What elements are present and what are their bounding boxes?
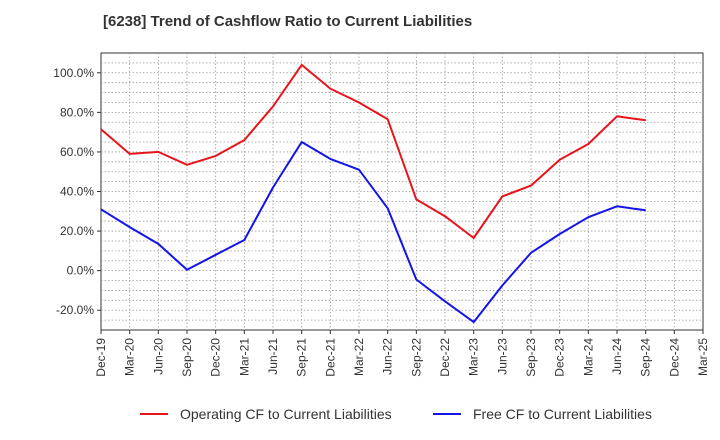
y-tick-label: 100.0% [53, 66, 94, 80]
x-tick-label: Mar-23 [467, 338, 481, 376]
free-cf-line [100, 141, 646, 324]
x-tick-label: Dec-24 [667, 338, 681, 377]
x-tick-label: Jun-22 [381, 338, 395, 375]
x-tick-label: Sep-22 [409, 338, 423, 377]
series-layer [100, 63, 646, 324]
x-tick-label: Sep-24 [639, 338, 653, 377]
x-tick-label: Jun-24 [610, 338, 624, 375]
x-tick-label: Mar-22 [352, 338, 366, 376]
y-tick-label: 0.0% [67, 264, 95, 278]
y-tick-label: 60.0% [60, 145, 94, 159]
grid-lines [101, 53, 703, 330]
axes: Dec-19 Mar-20 Jun-20 Sep-20 Dec-20 Mar-21 Jun-… [53, 66, 710, 377]
y-tick-label: 80.0% [60, 105, 94, 119]
x-tick-label: Dec-21 [323, 338, 337, 377]
y-tick-label: 40.0% [60, 185, 94, 199]
legend: Operating CF to Current Liabilities Free … [140, 406, 652, 422]
y-tick-label: -20.0% [56, 303, 94, 317]
x-tick-label: Jun-20 [151, 338, 165, 375]
x-tick-label: Dec-23 [553, 338, 567, 377]
x-tick-label: Sep-21 [295, 338, 309, 377]
x-tick-label: Mar-25 [696, 338, 710, 376]
x-tick-label: Dec-19 [94, 338, 108, 377]
x-tick-label: Dec-20 [209, 338, 223, 377]
x-tick-label: Jun-21 [266, 338, 280, 375]
x-tick-label: Sep-23 [524, 338, 538, 377]
x-tick-label: Mar-20 [123, 338, 137, 376]
operating-cf-line [100, 63, 646, 239]
x-tick-label: Jun-23 [495, 338, 509, 375]
legend-label: Operating CF to Current Liabilities [180, 406, 392, 422]
x-tick-label: Mar-21 [237, 338, 251, 376]
legend-label: Free CF to Current Liabilities [473, 406, 652, 422]
chart-title: [6238] Trend of Cashflow Ratio to Curren… [103, 13, 473, 30]
x-tick-label: Dec-22 [438, 338, 452, 377]
x-tick-label: Mar-24 [581, 338, 595, 376]
x-tick-label: Sep-20 [180, 338, 194, 377]
y-tick-label: 20.0% [60, 224, 94, 238]
